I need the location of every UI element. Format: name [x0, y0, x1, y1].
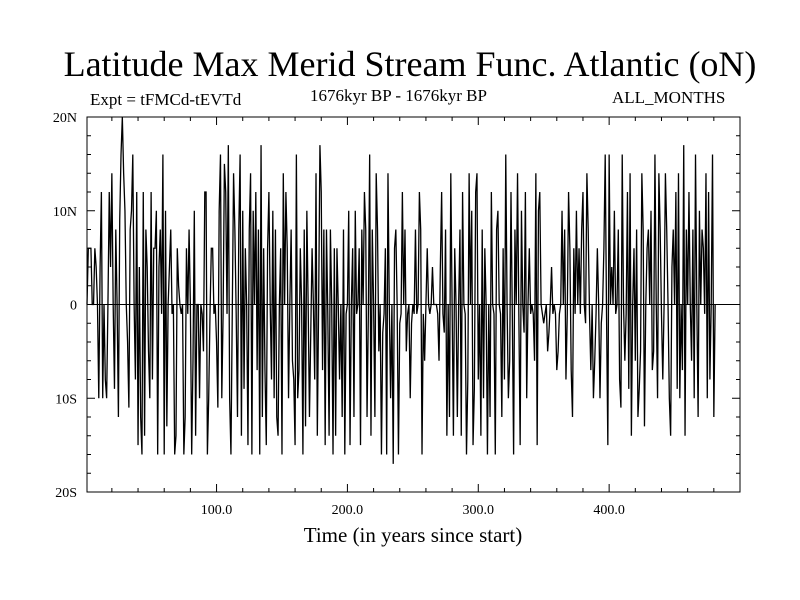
x-tick-label: 200.0 — [332, 503, 364, 518]
plot-area — [86, 116, 740, 464]
time-range-label: 1676kyr BP - 1676kyr BP — [310, 86, 487, 105]
y-tick-label: 10N — [53, 205, 77, 220]
x-axis-label: Time (in years since start) — [304, 523, 523, 547]
experiment-label: Expt = tFMCd-tEVTd — [90, 90, 242, 109]
y-tick-label: 10S — [55, 392, 77, 407]
chart-title: Latitude Max Merid Stream Func. Atlantic… — [63, 44, 757, 84]
y-tick-label: 20N — [53, 111, 77, 126]
x-tick-label: 400.0 — [593, 503, 625, 518]
x-tick-label: 100.0 — [201, 503, 233, 518]
y-tick-label: 0 — [70, 299, 77, 314]
months-label: ALL_MONTHS — [612, 88, 726, 107]
series-line-0 — [86, 116, 716, 464]
axes: 100.0 200.0 300.0 400.0 20N 10N 0 10S 20S — [53, 111, 741, 518]
y-tick-label: 20S — [55, 486, 77, 501]
x-tick-label: 300.0 — [463, 503, 495, 518]
